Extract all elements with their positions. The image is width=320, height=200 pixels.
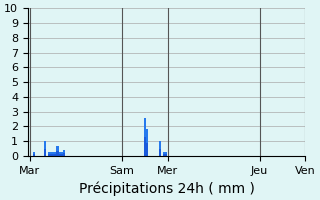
Bar: [58, 146, 60, 151]
Bar: [61, 152, 63, 154]
Bar: [60, 152, 61, 154]
Bar: [33, 152, 35, 156]
Bar: [56, 146, 58, 156]
Bar: [54, 152, 56, 156]
Bar: [48, 152, 50, 154]
Bar: [60, 152, 61, 156]
Bar: [61, 152, 63, 156]
Bar: [144, 118, 146, 137]
Bar: [63, 150, 65, 153]
Bar: [52, 152, 54, 156]
Bar: [52, 152, 54, 154]
Bar: [33, 152, 35, 154]
Bar: [163, 152, 165, 156]
Bar: [144, 118, 146, 156]
Bar: [159, 141, 161, 156]
Bar: [58, 146, 60, 156]
Bar: [146, 129, 148, 143]
Bar: [44, 141, 46, 149]
Bar: [165, 152, 167, 156]
Bar: [163, 152, 165, 154]
Bar: [48, 152, 50, 156]
Bar: [50, 152, 52, 154]
Bar: [146, 129, 148, 156]
Bar: [56, 146, 58, 151]
Bar: [54, 152, 56, 154]
Bar: [159, 141, 161, 149]
Bar: [63, 150, 65, 156]
Bar: [165, 152, 167, 154]
Bar: [50, 152, 52, 156]
X-axis label: Précipitations 24h ( mm ): Précipitations 24h ( mm ): [79, 181, 255, 196]
Bar: [44, 141, 46, 156]
